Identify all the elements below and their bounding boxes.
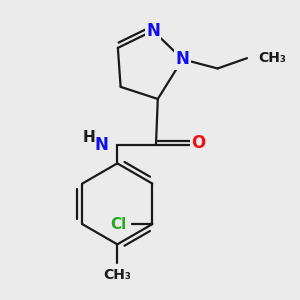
Text: CH₃: CH₃ [103, 268, 131, 282]
Text: CH₃: CH₃ [258, 51, 286, 65]
Text: Cl: Cl [110, 217, 127, 232]
Text: H: H [82, 130, 95, 145]
Text: N: N [94, 136, 108, 154]
Text: N: N [176, 50, 190, 68]
Text: N: N [146, 22, 160, 40]
Text: O: O [191, 134, 206, 152]
